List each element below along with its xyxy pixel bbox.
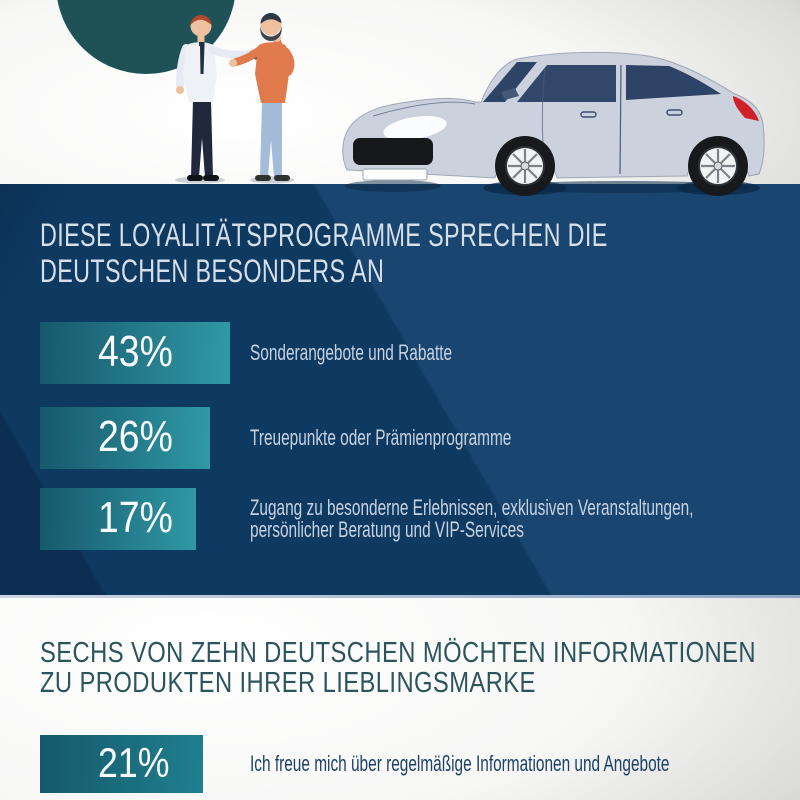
- front-wheel: [495, 136, 555, 196]
- stat-value: 26%: [98, 412, 173, 461]
- stat-value: 43%: [98, 327, 173, 376]
- loyalty-section-heading: DIESE LOYALITÄTSPROGRAMME SPRECHEN DIE D…: [40, 217, 800, 289]
- heading-line: SECHS VON ZEHN DEUTSCHEN MÖCHTEN INFORMA…: [40, 637, 757, 669]
- stat-value: 21%: [98, 739, 170, 787]
- stat-value: 17%: [98, 493, 173, 542]
- stat-label-line: persönlicher Beratung und VIP-Services: [250, 517, 524, 542]
- customer-figure: [229, 12, 295, 181]
- section-divider-line: [0, 595, 800, 598]
- heading-line: DIESE LOYALITÄTSPROGRAMME SPRECHEN DIE: [40, 217, 608, 253]
- stat-bar: 17%: [40, 488, 196, 550]
- stat-row-treuepunkte: 26% Treuepunkte oder Prämienprogramme: [0, 407, 800, 469]
- heading-line: DEUTSCHEN BESONDERS AN: [40, 253, 385, 289]
- stat-row-sonderangebote: 43% Sonderangebote und Rabatte: [0, 322, 800, 384]
- stat-row-zugang: 17% Zugang zu besonderne Erlebnissen, ex…: [0, 488, 800, 550]
- stat-label: Sonderangebote und Rabatte: [250, 340, 453, 365]
- info-section-heading: SECHS VON ZEHN DEUTSCHEN MÖCHTEN INFORMA…: [40, 638, 800, 698]
- brand-info-section: SECHS VON ZEHN DEUTSCHEN MÖCHTEN INFORMA…: [0, 598, 800, 800]
- stat-label: Zugang zu besonderne Erlebnissen, exklus…: [250, 497, 693, 541]
- salesman-figure: [176, 15, 262, 181]
- stat-label: Treuepunkte oder Prämienprogramme: [250, 425, 512, 450]
- stat-label: Ich freue mich über regelmäßige Informat…: [250, 751, 670, 776]
- stat-bar: 43%: [40, 322, 230, 384]
- loyalty-programs-section: DIESE LOYALITÄTSPROGRAMME SPRECHEN DIE D…: [0, 184, 800, 595]
- stat-bar: 21%: [40, 735, 203, 793]
- heading-line: ZU PRODUKTEN IHRER LIEBLINGSMARKE: [40, 667, 536, 699]
- rear-wheel: [688, 136, 748, 196]
- stat-row-informationen: 21% Ich freue mich über regelmäßige Info…: [0, 735, 800, 793]
- stat-bar: 26%: [40, 407, 210, 469]
- people-illustration: [175, 12, 295, 184]
- stat-label-line: Zugang zu besonderne Erlebnissen, exklus…: [250, 495, 694, 520]
- car-illustration: [342, 51, 765, 196]
